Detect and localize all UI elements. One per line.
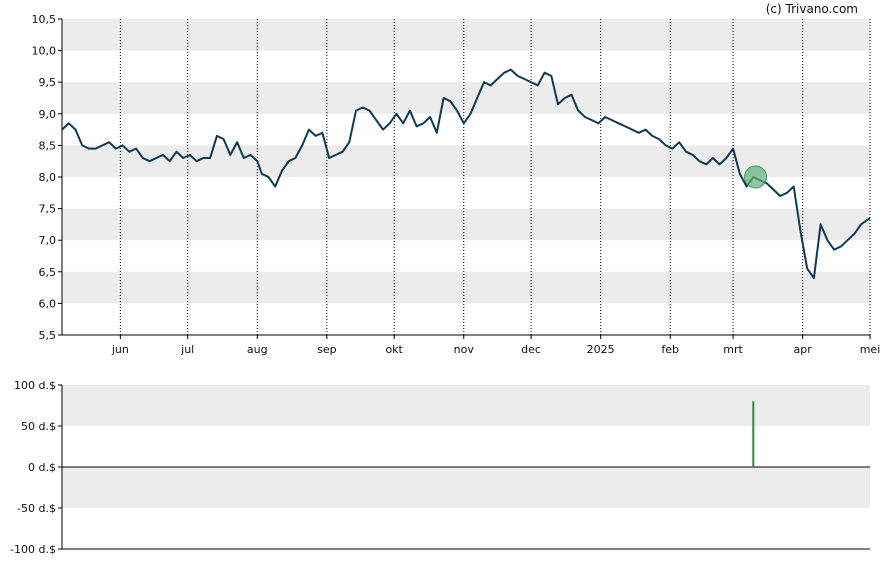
price-band	[62, 271, 870, 304]
price-y-tick-label: 7,0	[39, 234, 57, 247]
price-x-tick-label: jun	[111, 343, 129, 356]
price-x-tick-label: okt	[385, 343, 403, 356]
watermark-text: (c) Trivano.com	[766, 2, 858, 16]
volume-band	[62, 385, 870, 426]
price-y-tick-label: 5,5	[39, 329, 57, 342]
price-y-tick-label: 6,5	[39, 266, 57, 279]
price-x-tick-label: dec	[521, 343, 541, 356]
price-x-tick-label: sep	[317, 343, 336, 356]
price-y-tick-label: 6,0	[39, 297, 57, 310]
volume-y-tick-label: -100 d.$	[10, 543, 56, 556]
price-y-tick-label: 10,5	[32, 13, 57, 26]
price-y-tick-label: 8,5	[39, 139, 57, 152]
price-x-tick-label: 2025	[587, 343, 615, 356]
price-band	[62, 19, 870, 51]
price-y-tick-labels: 10,5 10,0 9,5 9,0 8,5 8,0 7,5 7,0 6,5 6,0 5,5	[32, 13, 62, 342]
price-y-tick-label: 7,5	[39, 203, 57, 216]
volume-y-tick-label: 0 d.$	[28, 461, 56, 474]
price-x-tick-label: aug	[247, 343, 268, 356]
price-x-tick-label: mei	[860, 343, 881, 356]
volume-y-tick-label: 100 d.$	[14, 379, 56, 392]
price-y-tick-label: 10,0	[32, 45, 57, 58]
price-line	[61, 68, 871, 280]
volume-band	[62, 467, 870, 508]
volume-y-tick-label: -50 d.$	[17, 502, 56, 515]
price-x-tick-label: feb	[661, 343, 679, 356]
volume-y-tick-labels: 100 d.$ 50 d.$ 0 d.$ -50 d.$ -100 d.$	[10, 379, 62, 556]
price-x-tick-label: jul	[180, 343, 194, 356]
volume-y-tick-label: 50 d.$	[21, 420, 56, 433]
price-x-tick-label: apr	[794, 343, 813, 356]
event-marker	[744, 165, 768, 189]
price-panel-bands	[62, 19, 870, 304]
price-y-tick-label: 9,0	[39, 108, 57, 121]
price-y-tick-label: 8,0	[39, 171, 57, 184]
price-band	[62, 208, 870, 241]
price-y-tick-label: 9,5	[39, 76, 57, 89]
volume-panel-bands	[62, 385, 870, 508]
price-x-tick-label: mrt	[723, 343, 743, 356]
price-x-tick-label: nov	[454, 343, 475, 356]
price-x-tick-labels: jun jul aug sep okt nov dec 2025 feb mrt apr mei	[111, 335, 880, 356]
price-band	[62, 82, 870, 114]
